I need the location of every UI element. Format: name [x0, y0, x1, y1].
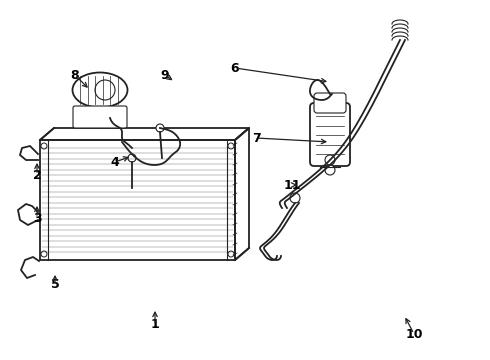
- Text: 4: 4: [111, 156, 120, 168]
- Text: 9: 9: [161, 68, 170, 81]
- Text: 6: 6: [231, 62, 239, 75]
- Text: 5: 5: [50, 279, 59, 292]
- Circle shape: [290, 193, 300, 203]
- Circle shape: [325, 155, 335, 165]
- Circle shape: [41, 251, 47, 257]
- FancyBboxPatch shape: [314, 93, 346, 113]
- Text: 8: 8: [71, 68, 79, 81]
- Text: 3: 3: [33, 212, 41, 225]
- Circle shape: [41, 143, 47, 149]
- Circle shape: [128, 154, 136, 162]
- Circle shape: [325, 165, 335, 175]
- FancyBboxPatch shape: [73, 106, 127, 128]
- Ellipse shape: [73, 72, 127, 108]
- Circle shape: [228, 143, 234, 149]
- FancyBboxPatch shape: [310, 103, 350, 166]
- Text: 10: 10: [405, 328, 423, 341]
- Circle shape: [228, 251, 234, 257]
- Text: 11: 11: [283, 179, 301, 192]
- Text: 7: 7: [252, 131, 260, 144]
- Circle shape: [156, 124, 164, 132]
- Text: 2: 2: [33, 168, 41, 181]
- Text: 1: 1: [150, 319, 159, 332]
- Circle shape: [95, 80, 115, 100]
